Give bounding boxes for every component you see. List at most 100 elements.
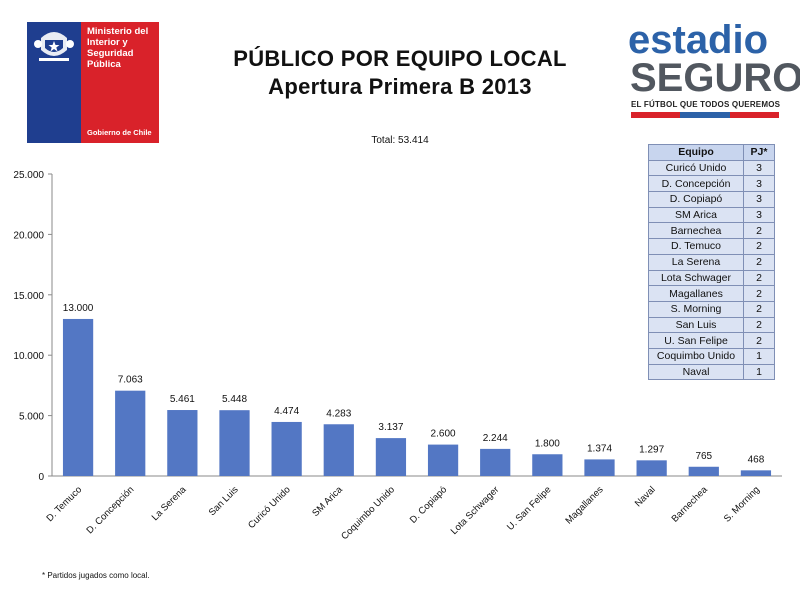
bar-value-label: 5.461 xyxy=(170,394,195,405)
bar-value-label: 4.474 xyxy=(274,406,299,417)
team-name-cell: Magallanes xyxy=(648,285,744,302)
bar xyxy=(271,421,302,476)
bar xyxy=(688,466,719,476)
bar xyxy=(636,460,667,476)
team-name-cell: D. Concepción xyxy=(648,175,744,193)
bar-value-label: 7.063 xyxy=(118,375,143,386)
team-name-cell: La Serena xyxy=(648,253,744,271)
table-row: S. Morning 2 xyxy=(648,300,775,318)
team-name-cell: Naval xyxy=(648,363,744,381)
government-name: Gobierno de Chile xyxy=(87,128,152,137)
x-category-label: Magallanes xyxy=(563,484,605,526)
x-category-label: Naval xyxy=(633,484,658,509)
table-row: D. Copiapó 3 xyxy=(648,191,775,208)
bar xyxy=(219,410,250,476)
table-header-pj: PJ* xyxy=(743,144,775,161)
games-played-cell: 2 xyxy=(743,316,775,334)
x-category-label: U. San Felipe xyxy=(505,484,553,532)
bar xyxy=(62,318,94,476)
bar-value-label: 1.374 xyxy=(587,443,612,454)
games-played-cell: 3 xyxy=(743,191,775,208)
bar-value-label: 4.283 xyxy=(326,408,351,419)
y-tick-label: 10.000 xyxy=(13,351,44,362)
bar xyxy=(427,444,459,476)
x-category-label: D. Copiapó xyxy=(408,484,449,525)
brand-tagline: EL FÚTBOL QUE TODOS QUEREMOS xyxy=(631,100,781,109)
bar-value-label: 2.600 xyxy=(431,429,456,440)
table-row: SM Arica 3 xyxy=(648,206,775,224)
table-row: La Serena 2 xyxy=(648,253,775,271)
bar xyxy=(480,448,511,476)
games-played-cell: 2 xyxy=(743,222,775,240)
games-played-cell: 3 xyxy=(743,159,775,177)
games-played-cell: 2 xyxy=(743,300,775,318)
bar xyxy=(584,459,615,476)
x-category-label: San Luis xyxy=(207,484,241,518)
chart-subtitle: Apertura Primera B 2013 xyxy=(268,74,532,99)
footnote: * Partidos jugados como local. xyxy=(42,571,150,580)
team-name-cell: San Luis xyxy=(648,316,744,334)
x-category-label: D. Concepción xyxy=(84,484,136,536)
bar-value-label: 5.448 xyxy=(222,394,247,405)
bar-value-label: 1.297 xyxy=(639,444,664,455)
table-row: Lota Schwager 2 xyxy=(648,269,775,287)
y-tick-label: 15.000 xyxy=(13,291,44,302)
games-played-cell: 1 xyxy=(743,363,775,381)
y-tick-label: 5.000 xyxy=(19,412,44,423)
table-row: Magallanes 2 xyxy=(648,285,775,302)
team-name-cell: Barnechea xyxy=(648,222,744,240)
table-row: Barnechea 2 xyxy=(648,222,775,240)
x-category-label: La Serena xyxy=(150,484,189,523)
table-header-team: Equipo xyxy=(648,144,744,161)
table-row: San Luis 2 xyxy=(648,316,775,334)
games-played-cell: 2 xyxy=(743,238,775,255)
x-category-label: Lota Schwager xyxy=(449,484,502,537)
ministry-logo: Ministerio del Interior y Seguridad Públ… xyxy=(27,22,159,143)
ministry-logo-blue-panel xyxy=(27,22,81,143)
brand-bar-segment xyxy=(631,112,681,118)
team-name-cell: D. Temuco xyxy=(648,238,744,255)
table-row: D. Concepción 3 xyxy=(648,175,775,193)
games-played-cell: 2 xyxy=(743,269,775,287)
bar xyxy=(323,424,354,476)
bar-value-label: 3.137 xyxy=(378,422,403,433)
team-name-cell: S. Morning xyxy=(648,300,744,318)
games-played-cell: 2 xyxy=(743,285,775,302)
bar-value-label: 1.800 xyxy=(535,438,560,449)
team-name-cell: Coquimbo Unido xyxy=(648,347,744,365)
coat-of-arms-icon xyxy=(34,32,74,61)
bar xyxy=(740,470,772,476)
team-name-cell: Lota Schwager xyxy=(648,269,744,287)
team-name-cell: D. Copiapó xyxy=(648,191,744,208)
y-tick-label: 0 xyxy=(38,472,44,483)
team-name-cell: SM Arica xyxy=(648,206,744,224)
brand-bar-segment xyxy=(680,112,730,118)
brand-bar-segment xyxy=(729,112,779,118)
table-header-row: Equipo PJ* xyxy=(648,144,775,161)
bar-value-label: 13.000 xyxy=(63,303,94,314)
x-category-label: SM Arica xyxy=(310,484,345,519)
games-played-table: Equipo PJ* Curicó Unido 3 D. Concepción 3 D.… xyxy=(648,144,775,381)
games-played-cell: 2 xyxy=(743,332,775,349)
x-category-label: S. Morning xyxy=(722,484,762,524)
bar xyxy=(532,454,563,476)
brand-logo-line1: estadio xyxy=(628,18,769,62)
x-category-label: Curicó Unido xyxy=(246,484,293,531)
games-played-cell: 2 xyxy=(743,253,775,271)
x-category-label: Coquimbo Unido xyxy=(339,484,397,542)
x-category-label: D. Temuco xyxy=(44,484,84,524)
x-category-label: Barnechea xyxy=(670,484,711,525)
bar-value-label: 2.244 xyxy=(483,433,508,444)
bar xyxy=(115,390,146,476)
brand-logo-line2: SEGURO xyxy=(630,56,800,100)
table-row: U. San Felipe 2 xyxy=(648,332,775,349)
table-row: Curicó Unido 3 xyxy=(648,159,775,177)
y-tick-label: 20.000 xyxy=(13,230,44,241)
games-played-cell: 3 xyxy=(743,175,775,193)
bar xyxy=(167,410,198,476)
games-played-cell: 3 xyxy=(743,206,775,224)
team-name-cell: U. San Felipe xyxy=(648,332,744,349)
games-played-cell: 1 xyxy=(743,347,775,365)
table-row: D. Temuco 2 xyxy=(648,238,775,255)
